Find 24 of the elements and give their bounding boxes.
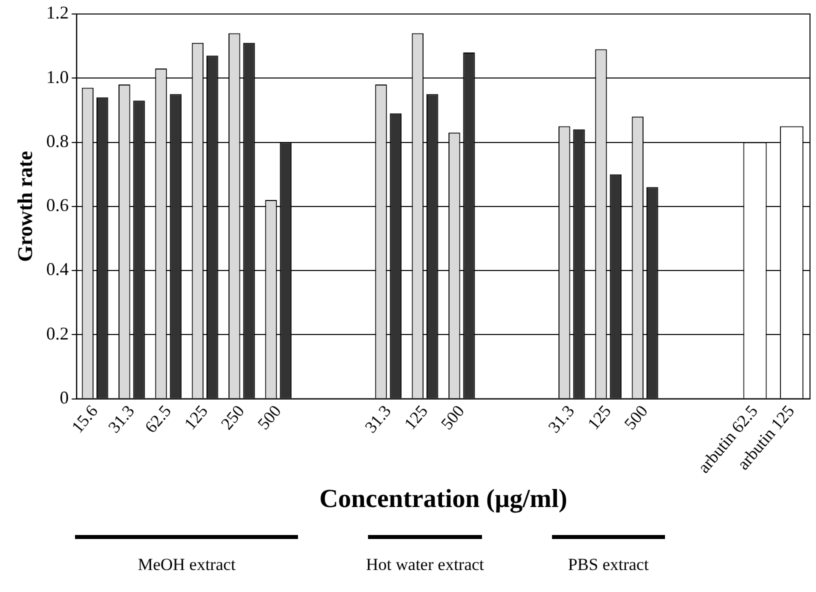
y-tick-label: 0.2 — [46, 323, 69, 344]
text: MeOH extract — [138, 555, 236, 575]
y-tick-label: 1.2 — [46, 2, 69, 23]
x-tick-label: 62.5 — [141, 402, 175, 437]
y-tick-label: 0.4 — [46, 259, 69, 280]
y-tick-label: 0.8 — [46, 130, 69, 151]
y-axis-title: Growth rate — [13, 150, 38, 262]
x-tick-label: 250 — [217, 402, 248, 434]
x-tick-label: 125 — [180, 402, 212, 434]
x-tick-label: 500 — [620, 402, 652, 434]
x-tick-label: 31.3 — [544, 402, 578, 437]
text: PBS extract — [568, 555, 649, 575]
x-tick-label: 31.3 — [104, 402, 138, 437]
y-tick-label: 1.0 — [46, 66, 69, 87]
y-tick-label: 0.6 — [46, 195, 69, 216]
text: Hot water extract — [366, 555, 484, 575]
y-tick-label: 0 — [60, 387, 69, 408]
x-tick-label: 500 — [254, 402, 285, 434]
x-tick-label: 125 — [400, 402, 432, 434]
x-axis-title: Concentration (μg/ml) — [319, 484, 568, 514]
x-tick-label: 31.3 — [361, 402, 395, 437]
x-tick-label: 125 — [584, 402, 615, 434]
x-tick-label: 500 — [437, 402, 468, 434]
x-tick-label: 15.6 — [68, 402, 102, 437]
